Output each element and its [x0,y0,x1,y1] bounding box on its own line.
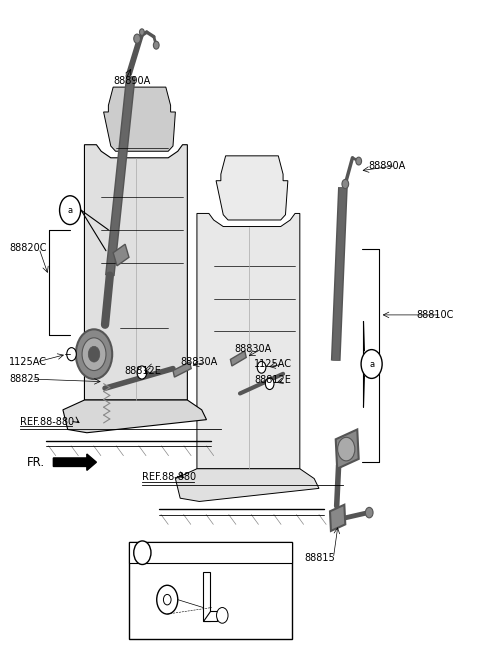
Polygon shape [84,145,187,400]
Text: 88877: 88877 [208,579,237,588]
Circle shape [88,346,100,362]
Text: 1125AC: 1125AC [254,359,292,369]
Text: 88812E: 88812E [124,365,161,375]
Circle shape [134,34,141,43]
Text: 88878: 88878 [152,571,180,580]
Text: 88877: 88877 [230,605,261,616]
Text: 88890A: 88890A [368,161,406,171]
Circle shape [76,329,112,379]
Circle shape [216,607,228,623]
Polygon shape [330,504,345,531]
Circle shape [140,29,144,35]
Polygon shape [175,469,319,501]
Circle shape [337,438,355,461]
Text: 88890A: 88890A [113,75,150,85]
Polygon shape [203,571,210,621]
Text: REF.88-880: REF.88-880 [20,417,74,426]
Circle shape [137,366,147,379]
Polygon shape [336,430,359,469]
Circle shape [163,594,171,605]
Circle shape [157,585,178,614]
Circle shape [365,507,373,518]
Circle shape [60,195,81,224]
Text: a: a [68,206,72,215]
Text: 88812E: 88812E [254,375,291,385]
Polygon shape [63,400,206,433]
Text: 88825: 88825 [9,374,40,384]
Bar [129,542,292,639]
Text: a: a [369,359,374,369]
Circle shape [361,350,382,379]
Text: 88810C: 88810C [416,310,454,320]
Circle shape [356,157,361,165]
Text: FR.: FR. [27,456,45,468]
Circle shape [134,541,151,565]
Circle shape [342,179,348,188]
Polygon shape [173,362,191,377]
Circle shape [265,378,274,390]
Text: REF.88-880: REF.88-880 [142,472,196,482]
FancyArrow shape [53,454,96,470]
Polygon shape [197,213,300,469]
Polygon shape [113,244,129,266]
Text: a: a [140,548,145,557]
Text: 88878: 88878 [166,590,197,600]
Text: 88830A: 88830A [180,357,217,367]
Text: 1125AC: 1125AC [9,357,48,367]
Bar [129,542,292,564]
Polygon shape [203,611,216,621]
Polygon shape [216,156,288,220]
Polygon shape [104,87,175,152]
Circle shape [257,361,266,373]
Text: 88815: 88815 [305,554,336,564]
Circle shape [154,41,159,49]
Polygon shape [230,351,246,366]
Circle shape [67,348,76,361]
Text: 88830A: 88830A [234,344,272,354]
Text: 88820C: 88820C [9,243,47,253]
Circle shape [82,338,106,371]
